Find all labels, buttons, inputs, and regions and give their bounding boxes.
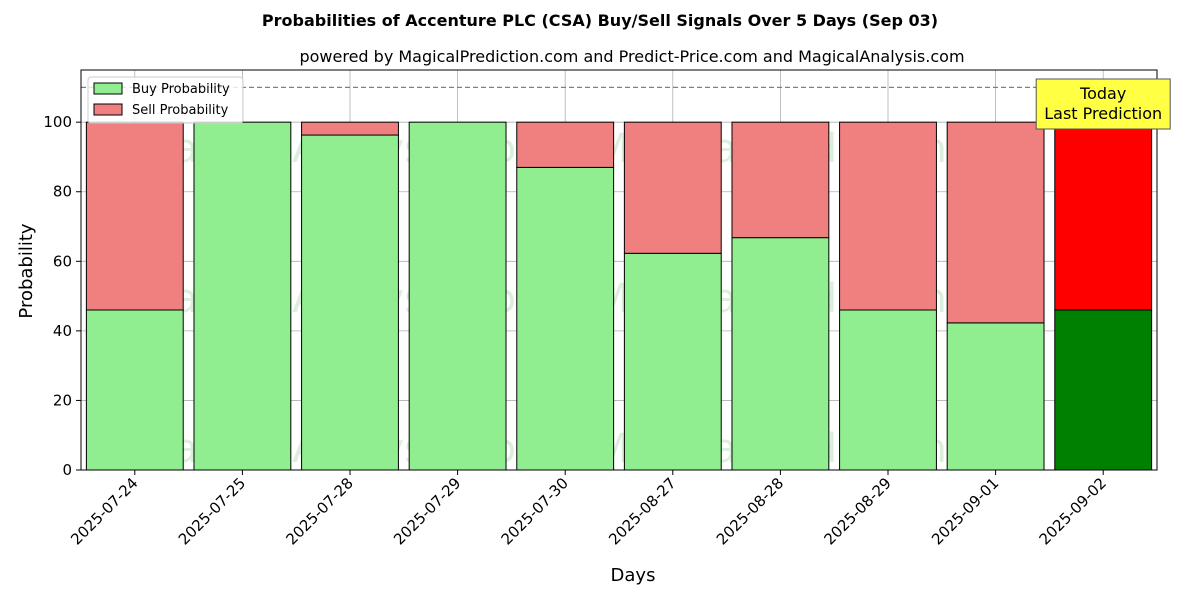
buy-bar xyxy=(946,322,1045,471)
annotation-text: Last Prediction xyxy=(1044,104,1162,123)
legend-box xyxy=(87,76,244,124)
annotation-box xyxy=(1035,78,1171,130)
buy-bar xyxy=(516,166,615,471)
x-tick-label: 2025-07-24 xyxy=(67,474,141,548)
x-tick-label: 2025-07-29 xyxy=(390,474,464,548)
annotation-text: Today xyxy=(1079,84,1126,103)
buy-bar xyxy=(839,309,937,471)
legend: Buy Probability Sell Probability xyxy=(87,76,244,124)
buy-bar xyxy=(193,121,292,471)
buy-bar xyxy=(731,237,830,471)
y-tick-label: 60 xyxy=(53,252,72,270)
buy-bar xyxy=(301,134,399,471)
sell-bar xyxy=(85,121,184,311)
buy-bar xyxy=(408,121,507,471)
legend-swatch xyxy=(93,103,123,116)
x-tick-label: 2025-08-29 xyxy=(820,474,894,548)
y-tick-label: 0 xyxy=(62,461,72,479)
y-tick-label: 20 xyxy=(53,391,72,409)
sell-bar xyxy=(623,121,722,254)
sell-bar xyxy=(731,121,830,239)
y-tick-label: 100 xyxy=(43,113,72,131)
x-tick-label: 2025-07-30 xyxy=(498,474,572,548)
y-tick-label: 80 xyxy=(53,183,72,201)
plot-frame xyxy=(80,69,1158,471)
x-tick-label: 2025-09-02 xyxy=(1036,474,1110,548)
legend-label: Buy Probability xyxy=(132,82,230,97)
buy-bar xyxy=(85,309,184,471)
sell-bar xyxy=(301,121,399,136)
y-tick-label: 40 xyxy=(53,322,72,340)
buy-bar xyxy=(623,252,722,471)
x-axis-label: Days xyxy=(611,565,656,586)
x-tick-label: 2025-08-27 xyxy=(605,474,679,548)
buy-bar xyxy=(1054,309,1153,471)
x-tick-label: 2025-07-28 xyxy=(282,474,356,548)
x-tick-label: 2025-08-28 xyxy=(713,474,787,548)
x-tick-label: 2025-07-25 xyxy=(175,474,249,548)
sell-bar xyxy=(516,121,615,168)
sell-bar xyxy=(946,121,1045,324)
chart-subtitle: powered by MagicalPrediction.com and Pre… xyxy=(299,47,964,66)
chart-title: Probabilities of Accenture PLC (CSA) Buy… xyxy=(262,11,938,30)
legend-label: Sell Probability xyxy=(132,103,229,118)
sell-bar xyxy=(839,121,937,311)
x-tick-label: 2025-09-01 xyxy=(928,474,1002,548)
legend-swatch xyxy=(93,82,123,95)
plot-area: MagicalAnalysis.comMagicalPrediction.com… xyxy=(43,69,1171,548)
y-axis-label: Probability xyxy=(16,223,37,318)
sell-bar xyxy=(1054,121,1153,311)
